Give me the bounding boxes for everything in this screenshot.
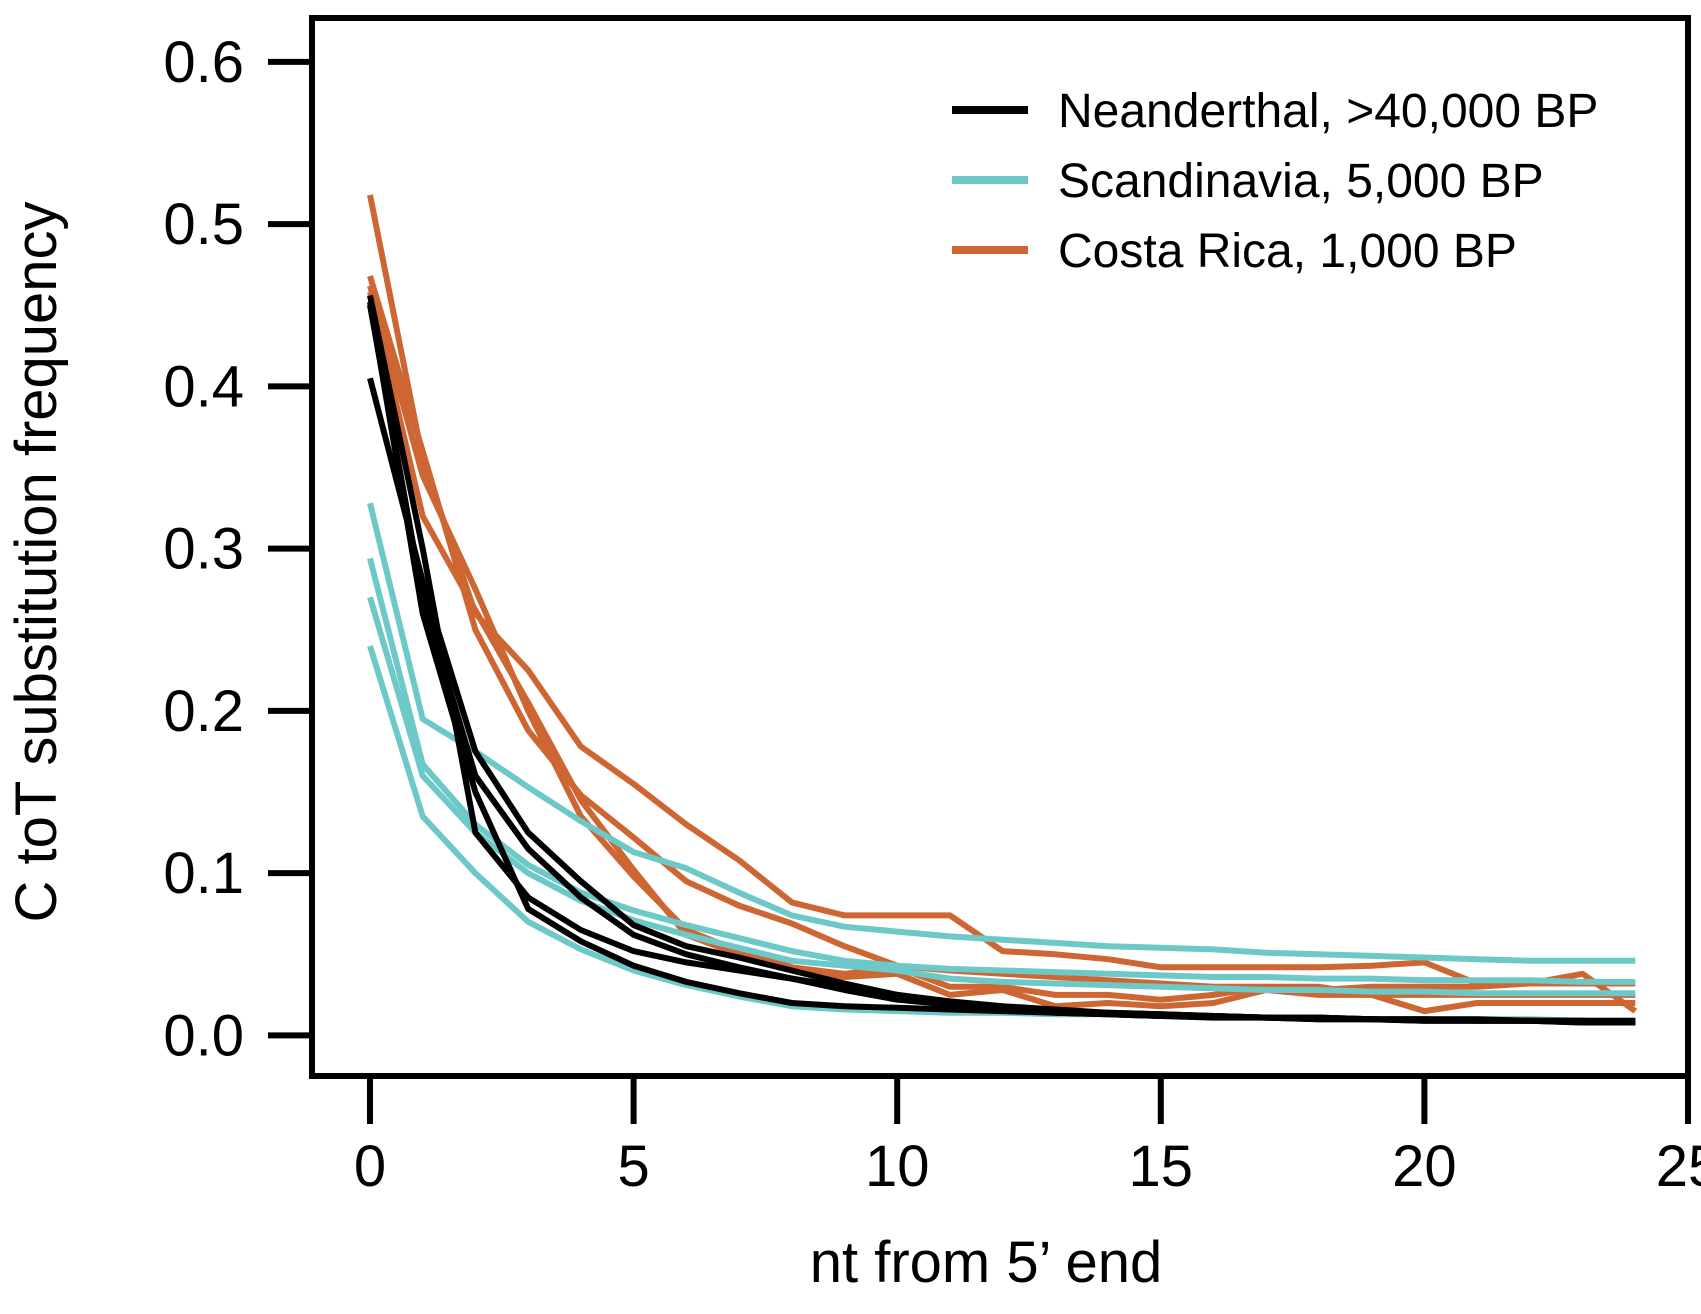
plot-lines bbox=[367, 194, 1638, 1026]
series-line-1-3 bbox=[367, 645, 1636, 1024]
series-line-1-1 bbox=[367, 557, 1636, 985]
y-tick-label: 0.6 bbox=[163, 30, 244, 95]
y-tick-label: 0.5 bbox=[163, 192, 244, 257]
series-line-1-2 bbox=[367, 596, 1636, 997]
y-tick-label: 0.1 bbox=[163, 841, 244, 906]
x-axis: 0 5 10 15 20 25 bbox=[354, 1076, 1701, 1199]
series-line-2-3 bbox=[367, 301, 1636, 1024]
y-axis: 0.0 0.1 0.2 0.3 0.4 0.5 0.6 bbox=[163, 30, 312, 1068]
y-axis-title: C toT substitution frequency bbox=[4, 201, 69, 922]
legend-label: Costa Rica, 1,000 BP bbox=[1058, 225, 1517, 278]
y-tick-label: 0.2 bbox=[163, 679, 244, 744]
x-tick-label: 5 bbox=[617, 1134, 649, 1199]
x-tick-label: 25 bbox=[1656, 1134, 1701, 1199]
x-axis-title: nt from 5’ end bbox=[810, 1230, 1162, 1295]
series-line-2-0 bbox=[367, 294, 1636, 1026]
x-tick-label: 20 bbox=[1392, 1134, 1457, 1199]
legend: Neanderthal, >40,000 BP Scandinavia, 5,00… bbox=[952, 85, 1598, 278]
x-tick-label: 15 bbox=[1129, 1134, 1194, 1199]
series-line-0-3 bbox=[367, 284, 1638, 1014]
y-tick-label: 0.0 bbox=[163, 1003, 244, 1068]
series-line-0-0 bbox=[367, 194, 1636, 987]
y-tick-label: 0.4 bbox=[163, 354, 244, 419]
legend-label: Neanderthal, >40,000 BP bbox=[1058, 85, 1598, 138]
x-tick-label: 10 bbox=[865, 1134, 930, 1199]
series-line-0-2 bbox=[367, 291, 1636, 1015]
y-tick-label: 0.3 bbox=[163, 517, 244, 582]
series-line-1-0 bbox=[367, 502, 1636, 964]
x-tick-label: 0 bbox=[354, 1134, 386, 1199]
legend-label: Scandinavia, 5,000 BP bbox=[1058, 155, 1544, 208]
